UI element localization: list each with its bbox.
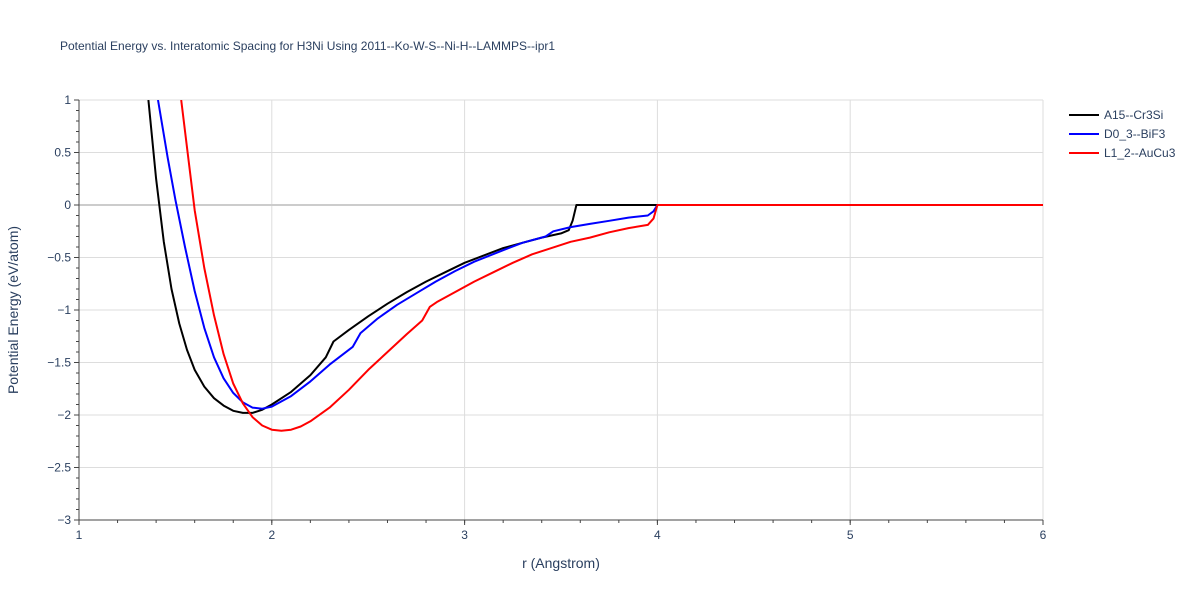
legend-label: D0_3--BiF3 <box>1104 127 1166 141</box>
y-axis-title: Potential Energy (eV/atom) <box>5 226 21 394</box>
y-tick-label: 1 <box>64 93 71 107</box>
series-line-3 <box>180 100 1043 432</box>
series-line-1 <box>147 100 1043 414</box>
y-tick-label: −2.5 <box>47 461 71 475</box>
y-tick-label: −2 <box>57 408 71 422</box>
axis-ticks: 1 2 3 4 5 6 1 0.5 0 −0.5 −1 −1.5 −2 −2.5 −3 <box>47 93 1046 542</box>
grid-lines <box>79 99 1044 521</box>
y-tick-label: 0.5 <box>54 146 71 160</box>
x-tick-label: 2 <box>268 528 275 542</box>
y-tick-label: −1.5 <box>47 356 71 370</box>
series-line-2 <box>157 100 1043 410</box>
x-tick-label: 3 <box>461 528 468 542</box>
plot-area <box>147 100 1043 432</box>
y-tick-label: −0.5 <box>47 251 71 265</box>
y-tick-label: −3 <box>57 513 71 527</box>
legend[interactable]: A15--Cr3Si D0_3--BiF3 L1_2--AuCu3 <box>1069 108 1176 160</box>
legend-label: A15--Cr3Si <box>1104 108 1163 122</box>
x-axis-title: r (Angstrom) <box>522 555 600 571</box>
y-tick-label: −1 <box>57 303 71 317</box>
x-tick-label: 4 <box>654 528 661 542</box>
y-tick-label: 0 <box>64 198 71 212</box>
x-tick-label: 6 <box>1040 528 1047 542</box>
x-tick-label: 1 <box>76 528 83 542</box>
legend-label: L1_2--AuCu3 <box>1104 146 1176 160</box>
x-tick-label: 5 <box>847 528 854 542</box>
chart-title: Potential Energy vs. Interatomic Spacing… <box>60 39 555 53</box>
